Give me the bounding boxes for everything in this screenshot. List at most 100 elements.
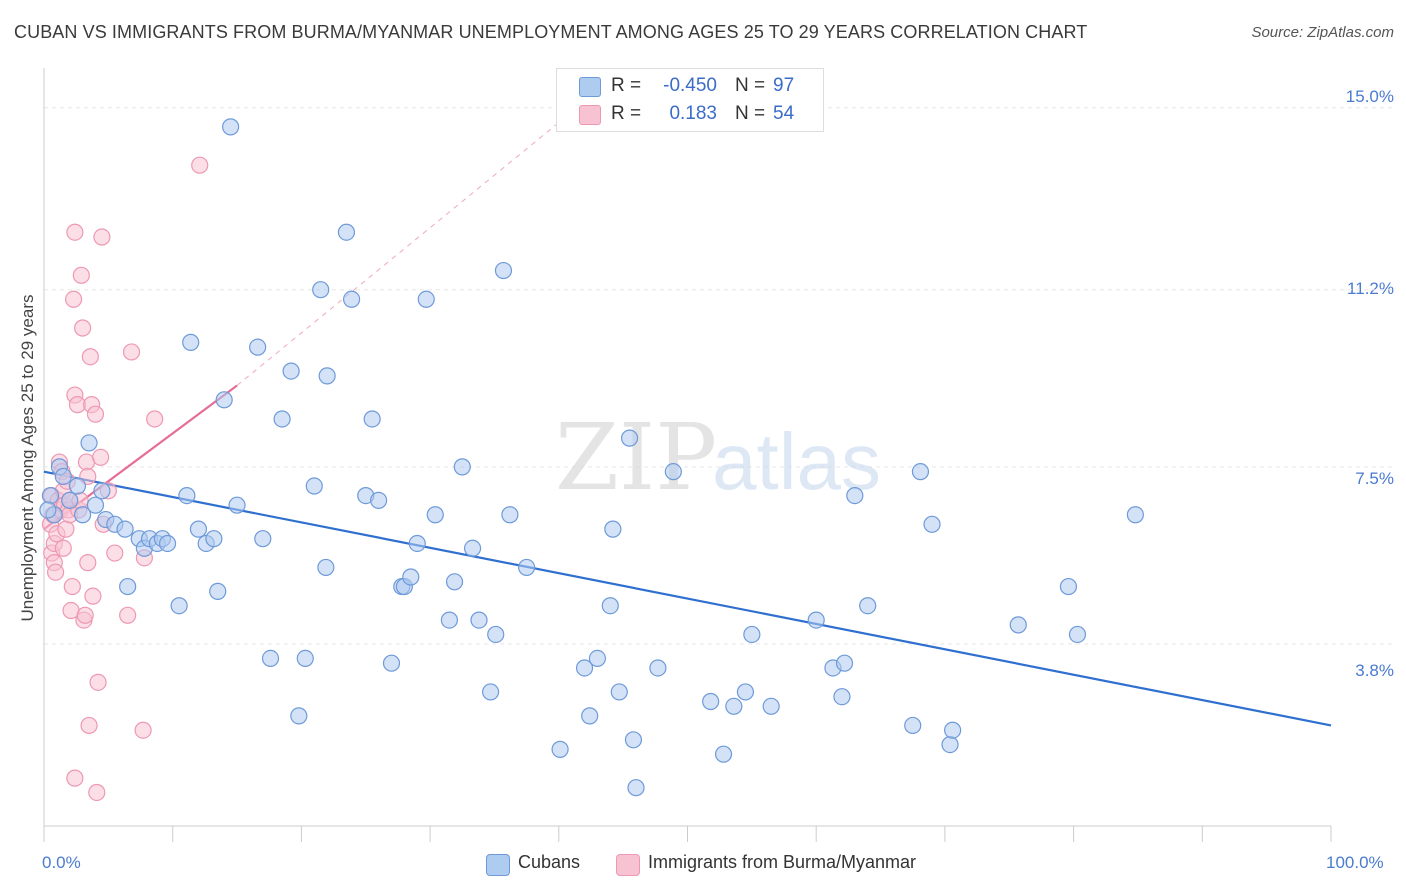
burma-point: [146, 410, 164, 428]
cubans-point: [481, 683, 500, 701]
burma-point: [74, 319, 92, 337]
cubans-point: [762, 697, 780, 715]
cubans-point: [944, 721, 962, 739]
burma-point: [46, 563, 65, 581]
cubans-point: [54, 467, 72, 486]
cubans-point: [93, 482, 111, 500]
cubans-point: [170, 597, 188, 615]
cubans-point: [382, 654, 401, 672]
cubans-point: [408, 534, 426, 553]
cubans-point: [417, 290, 435, 308]
cubans-trend-line: [43, 470, 1332, 727]
burma-point: [57, 520, 75, 538]
burma-point: [86, 405, 105, 423]
cubans-point: [501, 506, 519, 524]
cubans-point: [215, 391, 233, 409]
legend-r-label: R =: [611, 103, 642, 124]
cubans-point: [39, 501, 57, 519]
cubans-point: [68, 477, 87, 495]
cubans-point: [627, 779, 645, 797]
cubans-point: [228, 496, 246, 514]
cubans-point: [445, 573, 464, 591]
cubans-point: [518, 558, 536, 577]
cubans-point: [189, 520, 208, 538]
data-points: [39, 118, 1144, 802]
cubans-point: [158, 534, 177, 553]
cubans-point: [714, 745, 733, 763]
watermark-zip: ZIP: [555, 404, 717, 511]
legend-r-value: 0.183: [669, 103, 717, 124]
cubans-point: [440, 611, 459, 629]
burma-point: [65, 290, 83, 308]
burma-point: [134, 721, 152, 739]
cubans-point: [601, 597, 619, 615]
cubans-point: [74, 506, 92, 524]
cubans-point: [859, 597, 877, 615]
cubans-point: [317, 558, 335, 577]
burma-legend-label: Immigrants from Burma/Myanmar: [648, 852, 917, 872]
cubans-point: [178, 486, 196, 505]
cubans-point: [273, 410, 291, 428]
burma-swatch: [579, 105, 601, 125]
cubans-point: [923, 515, 941, 533]
cubans-point: [337, 223, 356, 241]
burma-point: [76, 606, 94, 624]
cubans-point: [833, 688, 851, 706]
cubans-point: [86, 496, 105, 514]
burma-point: [191, 156, 209, 174]
axes: [43, 68, 1332, 842]
legend-n-value: 97: [773, 75, 795, 96]
cubans-point: [305, 477, 323, 495]
cubans-point: [290, 707, 308, 725]
cubans-point: [61, 491, 79, 509]
legend-r-label: R =: [611, 75, 642, 96]
x-tick-label: 0.0%: [42, 853, 81, 872]
y-tick-label: 11.2%: [1347, 279, 1394, 298]
cubans-point: [119, 577, 137, 596]
cubans-point: [282, 362, 300, 380]
burma-point: [66, 223, 84, 241]
burma-point: [93, 228, 111, 246]
burma-point: [106, 544, 124, 562]
burma-point: [81, 348, 99, 366]
legend-n-label: N =: [735, 103, 766, 124]
cubans-point: [249, 338, 267, 356]
burma-point: [92, 448, 110, 466]
cubans-legend-label: Cubans: [518, 852, 581, 872]
cubans-point: [463, 539, 482, 557]
burma-point: [66, 769, 84, 787]
burma-point: [119, 606, 137, 624]
cubans-point: [904, 716, 922, 735]
cubans-point: [807, 611, 825, 629]
cubans-point: [363, 410, 381, 428]
cubans-legend-swatch: [486, 854, 510, 876]
cubans-point: [342, 290, 361, 308]
cubans-point: [41, 486, 60, 505]
cubans-point: [736, 683, 755, 701]
cubans-point: [664, 463, 682, 481]
cubans-point: [426, 506, 444, 524]
y-tick-label: 7.5%: [1355, 469, 1394, 488]
chart-title: CUBAN VS IMMIGRANTS FROM BURMA/MYANMAR U…: [14, 22, 1088, 42]
burma-point: [88, 783, 106, 802]
cubans-point: [649, 659, 667, 677]
cubans-point: [743, 625, 761, 644]
cubans-point: [551, 740, 569, 758]
cubans-point: [620, 429, 639, 447]
cubans-point: [911, 463, 930, 481]
cubans-point: [835, 654, 854, 672]
burma-point: [72, 266, 90, 284]
grid-lines: [44, 107, 1394, 645]
cubans-point: [941, 735, 959, 754]
legend-r-value: -0.450: [663, 75, 717, 96]
cubans-point: [1009, 616, 1027, 634]
cubans-point: [254, 530, 272, 548]
cubans-point: [470, 611, 488, 629]
cubans-point: [1059, 577, 1078, 596]
cubans-point: [624, 731, 643, 749]
burma-point: [84, 587, 102, 605]
cubans-point: [318, 367, 336, 385]
cubans-swatch: [579, 77, 601, 97]
cubans-point: [610, 683, 628, 701]
